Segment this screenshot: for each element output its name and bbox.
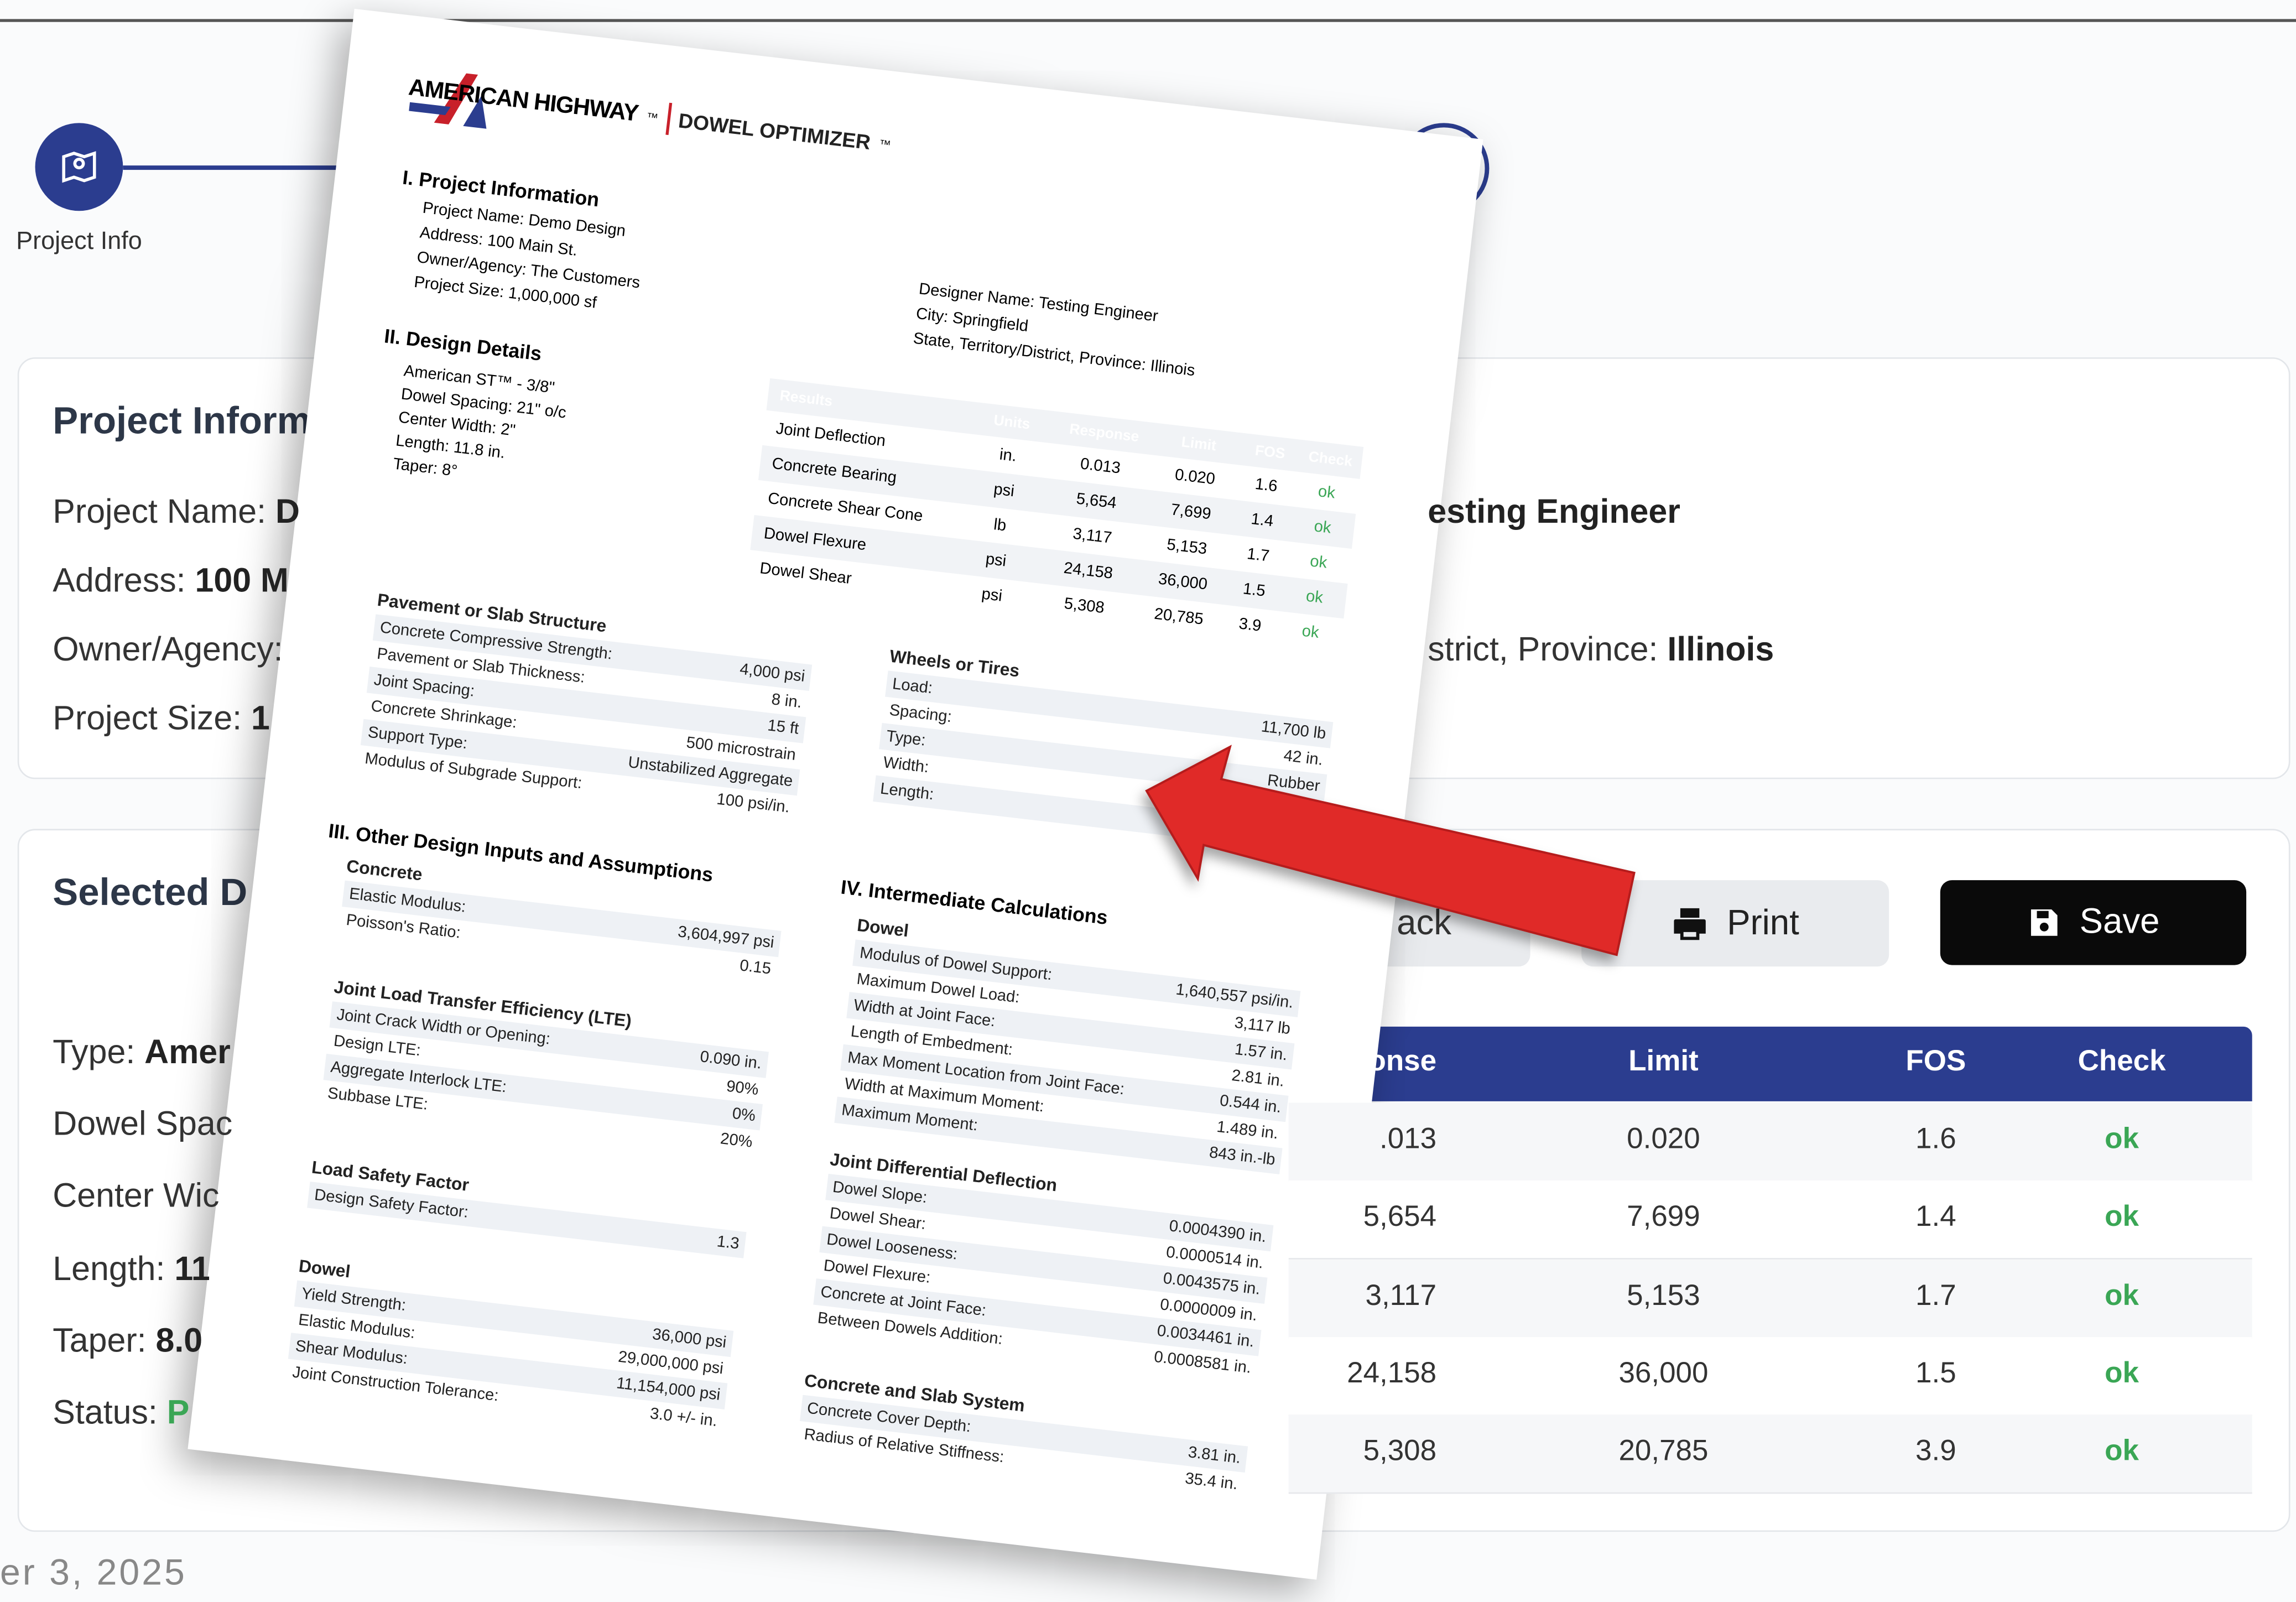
print-button[interactable]: Print bbox=[1581, 880, 1889, 967]
table-cell: 1.4 bbox=[1915, 1201, 1956, 1234]
table-row bbox=[1288, 1180, 2252, 1260]
column-header: Limit bbox=[1628, 1046, 1699, 1078]
field-label: Center Wic bbox=[53, 1176, 220, 1215]
field-value: P bbox=[166, 1392, 190, 1431]
table-row bbox=[1288, 1414, 2252, 1494]
field-value: 100 M bbox=[195, 560, 289, 599]
column-header: Check bbox=[2078, 1046, 2166, 1078]
table-cell: ok bbox=[2105, 1435, 2139, 1468]
table-header bbox=[1288, 1026, 2252, 1101]
field-label: Project Name: bbox=[53, 492, 267, 530]
field: Type: Amer bbox=[53, 1032, 231, 1072]
field-label: Project Size: bbox=[53, 698, 242, 737]
callout-arrow bbox=[1145, 745, 1636, 956]
table-cell: 36,000 bbox=[1618, 1357, 1709, 1390]
field-value: Amer bbox=[144, 1032, 231, 1071]
field-label: Dowel Spac bbox=[53, 1104, 233, 1143]
field-value: 1 bbox=[251, 698, 270, 737]
table-cell: 7,699 bbox=[1627, 1201, 1700, 1234]
report-document: AMERICAN HIGHWAY ™ DOWEL OPTIMIZER ™ I. … bbox=[188, 8, 1483, 1580]
print-icon bbox=[1674, 907, 1706, 939]
date: er 3, 2025 bbox=[0, 1552, 187, 1594]
field: Status: P bbox=[53, 1393, 189, 1432]
step-icon[interactable] bbox=[35, 123, 123, 211]
step-label: Project Info bbox=[16, 227, 142, 255]
field-value: 11 bbox=[174, 1249, 210, 1287]
field-label: Address: bbox=[53, 560, 186, 599]
table-cell: 3.9 bbox=[1915, 1435, 1956, 1468]
button-label: Save bbox=[2079, 902, 2160, 942]
table-cell: ok bbox=[2105, 1357, 2139, 1390]
table-cell: ok bbox=[2105, 1123, 2139, 1156]
field: Owner/Agency: bbox=[53, 630, 283, 669]
table-cell: 1.7 bbox=[1915, 1279, 1956, 1312]
table-row bbox=[1288, 1102, 2252, 1182]
button-label: Print bbox=[1727, 903, 1799, 943]
field: Taper: 8.0 bbox=[53, 1320, 202, 1360]
field-value: esting Engineer bbox=[1428, 492, 1681, 530]
field: Address: 100 M bbox=[53, 561, 288, 600]
field-label: Taper: bbox=[53, 1320, 147, 1359]
field: Length: 11 bbox=[53, 1249, 210, 1288]
field: Project Name: D bbox=[53, 492, 300, 532]
report-logo: AMERICAN HIGHWAY ™ DOWEL OPTIMIZER ™ bbox=[407, 73, 893, 161]
table-cell: 0.020 bbox=[1627, 1123, 1700, 1156]
logo-mark bbox=[409, 73, 487, 129]
column-header: FOS bbox=[1905, 1046, 1966, 1078]
field: esting Engineer bbox=[1428, 492, 1680, 532]
table-row bbox=[1288, 1258, 2252, 1338]
field-value: D bbox=[275, 492, 300, 530]
save-button[interactable]: Save bbox=[1940, 880, 2247, 965]
field: Project Size: 1 bbox=[53, 699, 270, 738]
map-icon bbox=[62, 151, 96, 183]
field-label: Type: bbox=[53, 1032, 136, 1071]
table-cell: .013 bbox=[1379, 1123, 1437, 1156]
field-value: Illinois bbox=[1667, 630, 1774, 668]
save-icon bbox=[2031, 909, 2058, 936]
field: strict, Province: Illinois bbox=[1428, 630, 1774, 669]
table-cell: 5,654 bbox=[1363, 1201, 1437, 1234]
step-connector bbox=[123, 165, 372, 170]
field-label: Owner/Agency: bbox=[53, 630, 283, 668]
card-title: Selected D bbox=[53, 870, 248, 914]
table-cell: 5,153 bbox=[1627, 1279, 1700, 1312]
table-cell: 5,308 bbox=[1363, 1435, 1437, 1468]
field: Center Wic bbox=[53, 1177, 219, 1216]
table-cell: ok bbox=[2105, 1201, 2139, 1234]
column-header: onse bbox=[1368, 1046, 1437, 1078]
field-label: Status: bbox=[53, 1392, 158, 1431]
field: Dowel Spac bbox=[53, 1105, 232, 1144]
table-cell: 20,785 bbox=[1618, 1435, 1709, 1468]
table-cell: 1.5 bbox=[1915, 1357, 1956, 1390]
field-label: Length: bbox=[53, 1249, 165, 1287]
card-title: Project Inform bbox=[53, 398, 311, 443]
field-value: 8.0 bbox=[155, 1320, 203, 1359]
top-rule bbox=[0, 19, 2296, 22]
table-cell: 24,158 bbox=[1347, 1357, 1437, 1390]
field-label: strict, Province: bbox=[1428, 630, 1658, 668]
table-cell: 3,117 bbox=[1365, 1279, 1437, 1312]
table-cell: 1.6 bbox=[1915, 1123, 1956, 1156]
table-row bbox=[1288, 1336, 2252, 1416]
table-cell: ok bbox=[2105, 1279, 2139, 1312]
